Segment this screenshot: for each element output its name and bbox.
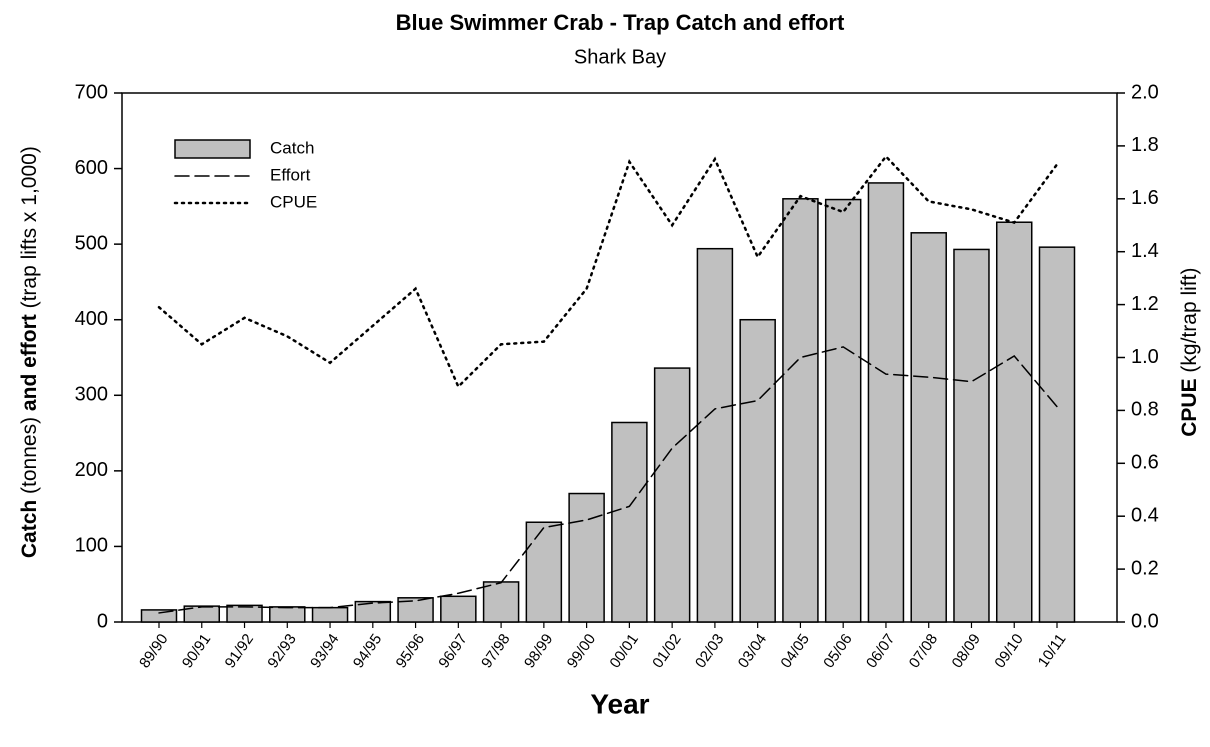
x-tick-label: 93/94 xyxy=(307,631,342,672)
y2-axis-label: CPUE (kg/trap lift) xyxy=(1178,250,1201,466)
x-tick-label: 91/92 xyxy=(222,631,257,672)
bar xyxy=(611,421,648,623)
x-tick-label: 90/91 xyxy=(179,631,214,672)
y-tick-label: 600 xyxy=(75,157,108,179)
y-label-part: Catch xyxy=(18,500,41,558)
bar xyxy=(696,247,734,623)
y2-tick-label: 0.4 xyxy=(1131,504,1159,526)
x-tick-label: 95/96 xyxy=(393,631,428,672)
y-tick-label: 400 xyxy=(75,308,108,330)
bar xyxy=(183,605,221,623)
x-tick-label: 09/10 xyxy=(991,631,1026,672)
y-label-part: (tonnes) xyxy=(18,411,41,500)
y2-tick-label: 0.0 xyxy=(1131,610,1159,632)
line-series xyxy=(158,346,1058,614)
bar xyxy=(653,367,691,623)
bar xyxy=(739,318,776,623)
bar xyxy=(953,248,990,623)
x-tick-label: 98/99 xyxy=(521,631,556,672)
y2-tick-label: 0.2 xyxy=(1131,557,1159,579)
y-tick-label: 500 xyxy=(75,232,108,254)
x-tick-label: 07/08 xyxy=(906,631,941,672)
y2-tick-label: 1.2 xyxy=(1131,293,1159,315)
bar xyxy=(311,606,349,623)
y-tick-label: 200 xyxy=(75,459,108,481)
bar xyxy=(525,521,563,623)
y2-label-part: CPUE xyxy=(1178,378,1201,436)
y-tick-label: 100 xyxy=(75,535,108,557)
bar xyxy=(1038,246,1076,623)
y2-tick-label: 2.0 xyxy=(1131,81,1159,103)
y2-tick-label: 1.8 xyxy=(1131,134,1159,156)
line-series xyxy=(157,154,1059,389)
y-tick-label: 300 xyxy=(75,384,108,406)
x-tick-label: 94/95 xyxy=(350,631,385,672)
y2-tick-label: 1.0 xyxy=(1131,346,1159,368)
x-tick-label: 06/07 xyxy=(863,631,898,672)
bar xyxy=(910,232,947,623)
x-axis-label: Year xyxy=(590,688,649,719)
bar xyxy=(440,595,477,623)
y2-tick-label: 0.8 xyxy=(1131,399,1159,421)
legend-swatch xyxy=(174,139,251,159)
x-tick-label: 02/03 xyxy=(692,631,727,672)
bar xyxy=(867,182,905,623)
legend-label: CPUE xyxy=(270,192,317,211)
bar xyxy=(482,581,520,623)
y2-label-part: (kg/trap lift) xyxy=(1178,268,1201,379)
chart-subtitle: Shark Bay xyxy=(574,46,666,68)
y2-tick-label: 1.4 xyxy=(1131,240,1159,262)
x-tick-label: 05/06 xyxy=(820,631,855,672)
x-tick-label: 97/98 xyxy=(478,631,513,672)
x-tick-label: 04/05 xyxy=(777,631,812,672)
y2-tick-label: 0.6 xyxy=(1131,452,1159,474)
y-tick-label: 700 xyxy=(75,81,108,103)
x-tick-label: 01/02 xyxy=(649,631,684,672)
y-label-part: (trap lifts x 1,000) xyxy=(18,146,41,314)
y-label-part: and effort xyxy=(18,314,41,411)
bar xyxy=(226,604,263,623)
x-tick-label: 96/97 xyxy=(435,631,470,672)
y-tick-label: 0 xyxy=(97,610,108,632)
bar xyxy=(269,606,306,623)
bar xyxy=(354,600,392,623)
chart-title: Blue Swimmer Crab - Trap Catch and effor… xyxy=(396,10,845,35)
bar xyxy=(140,609,178,623)
y-axis-label: Catch (tonnes) and effort (trap lifts x … xyxy=(18,129,41,588)
x-tick-label: 08/09 xyxy=(949,631,984,672)
bar xyxy=(824,198,862,623)
x-tick-label: 89/90 xyxy=(136,631,171,672)
y2-tick-label: 1.6 xyxy=(1131,187,1159,209)
x-tick-label: 10/11 xyxy=(1035,631,1070,671)
x-tick-label: 00/01 xyxy=(606,631,641,672)
bar xyxy=(995,221,1033,623)
x-tick-label: 92/93 xyxy=(264,631,299,672)
x-tick-label: 03/04 xyxy=(735,631,770,672)
legend-label: Effort xyxy=(270,165,311,184)
bar xyxy=(568,492,605,623)
legend-label: Catch xyxy=(270,138,314,157)
x-tick-label: 99/00 xyxy=(564,631,599,672)
bar xyxy=(782,198,819,623)
